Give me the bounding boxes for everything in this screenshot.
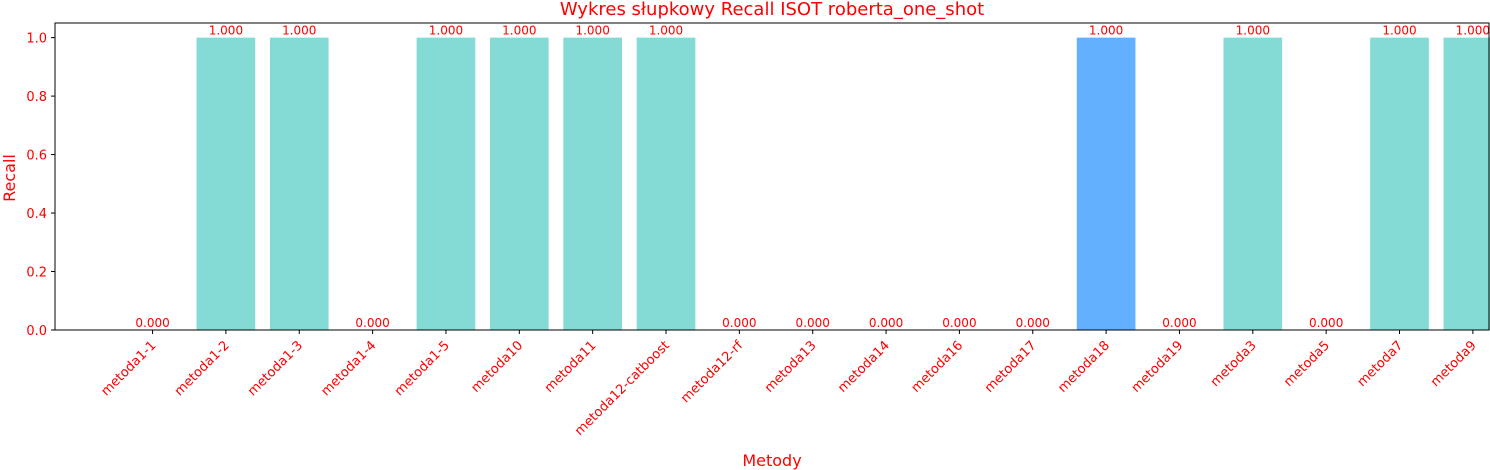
bar-metoda9 <box>1443 37 1490 330</box>
bar-metoda10 <box>489 37 549 330</box>
x-tick-label-metoda1-3: metoda1-3 <box>245 338 306 399</box>
x-tick-label-metoda14: metoda14 <box>835 338 893 396</box>
y-tick-label-2: 0.4 <box>26 207 47 222</box>
x-tick-label-metoda9: metoda9 <box>1428 338 1480 390</box>
value-label-metoda1-3: 1.000 <box>282 24 316 38</box>
value-labels-group: 0.000 1.000 1.000 0.000 1.000 1.000 1.000 1.000… <box>135 24 1490 330</box>
x-tick-label-metoda10: metoda10 <box>469 338 527 396</box>
plot-frame <box>54 22 1490 331</box>
chart-title: Wykres słupkowy Recall ISOT roberta_one_… <box>560 0 984 20</box>
x-tick-label-metoda1-2: metoda1-2 <box>172 338 233 399</box>
value-label-metoda11: 1.000 <box>575 24 609 38</box>
value-label-metoda12-catboost: 1.000 <box>649 24 683 38</box>
bar-metoda1-5 <box>416 37 476 330</box>
value-label-metoda9: 1.000 <box>1456 24 1490 38</box>
x-tick-label-metoda13: metoda13 <box>762 338 820 396</box>
x-tick-label-metoda5: metoda5 <box>1281 338 1333 390</box>
value-label-metoda17: 0.000 <box>1016 316 1050 330</box>
value-label-metoda16: 0.000 <box>942 316 976 330</box>
x-tick-label-metoda19: metoda19 <box>1129 338 1187 396</box>
x-axis-ticks: metoda1-1 metoda1-2 metoda1-3 metoda1-4 meto… <box>98 330 1480 439</box>
bar-metoda3 <box>1223 37 1283 330</box>
value-label-metoda18: 1.000 <box>1089 24 1123 38</box>
value-label-metoda5: 0.000 <box>1309 316 1343 330</box>
y-tick-label-3: 0.6 <box>26 149 47 164</box>
x-tick-label-metoda7: metoda7 <box>1355 338 1407 390</box>
value-label-metoda1-1: 0.000 <box>135 316 169 330</box>
value-label-metoda10: 1.000 <box>502 24 536 38</box>
y-tick-label-4: 0.8 <box>26 90 47 105</box>
value-label-metoda1-5: 1.000 <box>429 24 463 38</box>
x-tick-label-metoda12-rf: metoda12-rf <box>678 338 746 406</box>
value-label-metoda12-rf: 0.000 <box>722 316 756 330</box>
value-label-metoda3: 1.000 <box>1236 24 1270 38</box>
x-tick-label-metoda1-4: metoda1-4 <box>319 338 380 399</box>
x-tick-label-metoda11: metoda11 <box>542 338 600 396</box>
y-tick-label-5: 1.0 <box>26 32 47 47</box>
x-tick-label-metoda17: metoda17 <box>982 338 1040 396</box>
value-label-metoda1-4: 0.000 <box>355 316 389 330</box>
x-tick-label-metoda1-5: metoda1-5 <box>392 338 453 399</box>
y-tick-label-1: 0.2 <box>26 266 47 281</box>
x-axis-label: Metody <box>742 451 801 470</box>
value-label-metoda13: 0.000 <box>796 316 830 330</box>
bar-metoda1-3 <box>269 37 329 330</box>
x-tick-label-metoda18: metoda18 <box>1055 338 1113 396</box>
y-axis-ticks: 0.0 0.2 0.4 0.6 0.8 1.0 <box>26 32 55 339</box>
x-tick-label-metoda3: metoda3 <box>1208 338 1260 390</box>
bar-metoda12-catboost <box>636 37 696 330</box>
value-label-metoda19: 0.000 <box>1162 316 1196 330</box>
x-tick-label-metoda1-1: metoda1-1 <box>98 338 159 399</box>
bar-metoda11 <box>563 37 622 330</box>
value-label-metoda7: 1.000 <box>1382 24 1416 38</box>
x-tick-label-metoda16: metoda16 <box>909 338 967 396</box>
bar-metoda18 <box>1076 37 1136 330</box>
y-axis-label: Recall <box>0 154 19 202</box>
bar-metoda1-2 <box>196 37 256 330</box>
bars-group <box>196 37 1490 330</box>
value-label-metoda1-2: 1.000 <box>209 24 243 38</box>
bar-metoda7 <box>1370 37 1429 330</box>
value-label-metoda14: 0.000 <box>869 316 903 330</box>
y-tick-label-0: 0.0 <box>26 324 47 339</box>
